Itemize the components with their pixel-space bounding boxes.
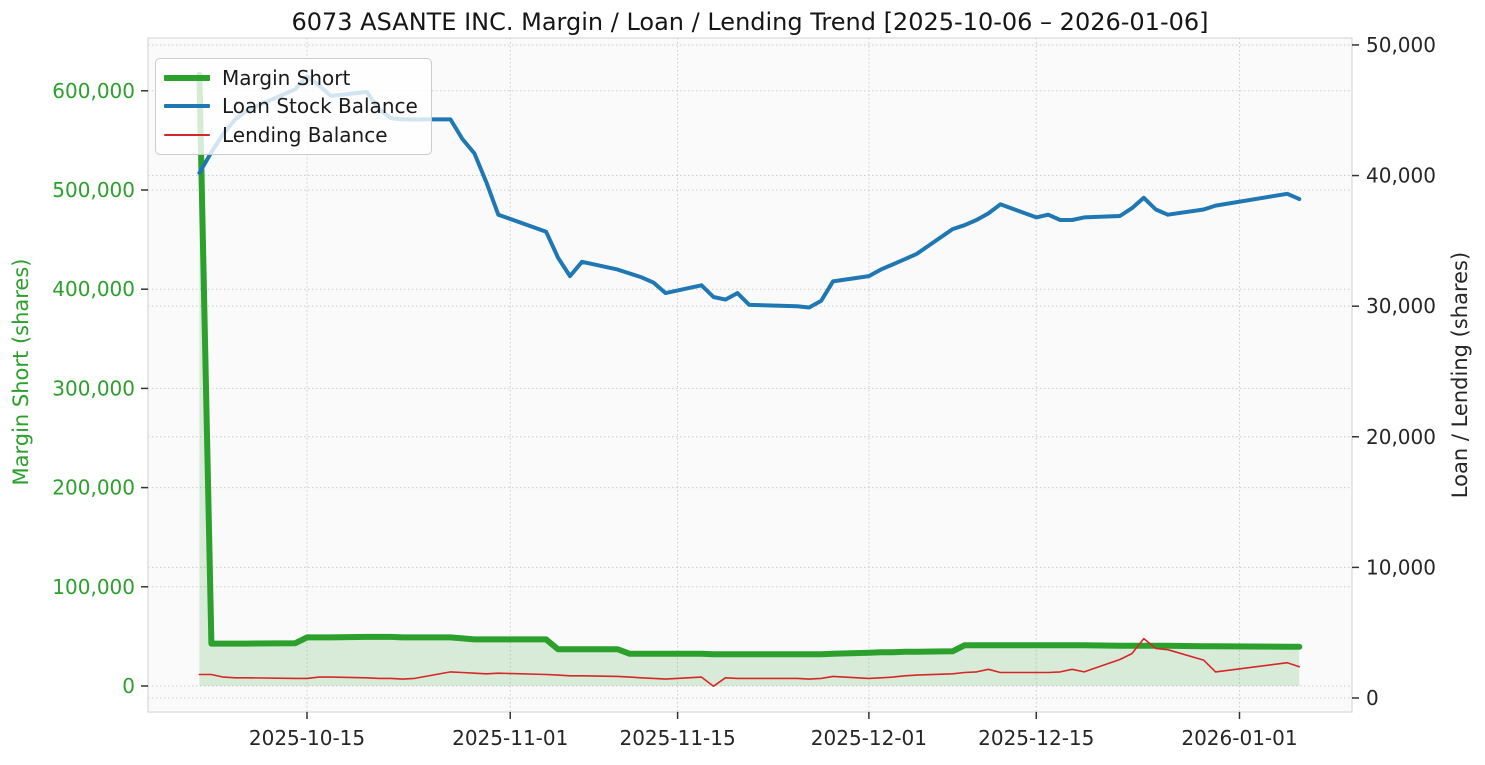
svg-text:600,000: 600,000 — [52, 79, 135, 103]
svg-text:100,000: 100,000 — [52, 575, 135, 599]
svg-text:2025-10-15: 2025-10-15 — [249, 726, 365, 750]
svg-text:500,000: 500,000 — [52, 178, 135, 202]
legend-swatch-margin-short-line — [164, 75, 210, 82]
series-line-margin-short — [196, 71, 1303, 658]
svg-text:2025-12-15: 2025-12-15 — [978, 726, 1094, 750]
tick-marks — [141, 44, 1359, 719]
legend-label-loan-stock-balance: Loan Stock Balance — [222, 94, 418, 119]
svg-text:50,000: 50,000 — [1366, 33, 1436, 57]
svg-text:2026-01-01: 2026-01-01 — [1181, 726, 1297, 750]
svg-text:40,000: 40,000 — [1366, 164, 1436, 188]
legend-swatch-loan-stock-line — [164, 104, 210, 109]
legend-item-lending-balance: Lending Balance — [164, 121, 421, 149]
y-axis-ticks-left: 0 100,000 200,000 300,000 400,000 500,000 600,… — [52, 79, 135, 698]
svg-text:0: 0 — [122, 674, 135, 698]
legend-label-margin-short: Margin Short — [222, 66, 351, 91]
x-axis-ticks: 2025-10-15 2025-11-01 2025-11-15 2025-12-01… — [249, 726, 1298, 750]
svg-text:20,000: 20,000 — [1366, 425, 1436, 449]
chart-title: 6073 ASANTE INC. Margin / Loan / Lending… — [291, 8, 1209, 36]
svg-text:2025-11-15: 2025-11-15 — [619, 726, 735, 750]
svg-text:400,000: 400,000 — [52, 277, 135, 301]
legend-item-loan-stock-balance: Loan Stock Balance — [164, 92, 421, 120]
svg-text:10,000: 10,000 — [1366, 555, 1436, 579]
series-line-lending-balance — [198, 637, 1301, 688]
svg-text:2025-11-01: 2025-11-01 — [452, 726, 568, 750]
svg-text:0: 0 — [1366, 686, 1379, 710]
y-axis-label-right: Loan / Lending (shares) — [1448, 251, 1472, 499]
svg-text:30,000: 30,000 — [1366, 294, 1436, 318]
svg-text:2025-12-01: 2025-12-01 — [811, 726, 927, 750]
plot-border — [147, 37, 1353, 713]
svg-text:200,000: 200,000 — [52, 476, 135, 500]
legend-item-margin-short: Margin Short — [164, 64, 421, 92]
y-axis-label-left: Margin Short (shares) — [9, 258, 33, 486]
legend: Margin Short Loan Stock Balance Lending … — [155, 58, 432, 155]
legend-label-lending-balance: Lending Balance — [222, 122, 388, 147]
legend-swatch-lending-line — [164, 133, 210, 136]
y-axis-ticks-right: 0 10,000 20,000 30,000 40,000 50,000 — [1366, 33, 1436, 710]
svg-text:300,000: 300,000 — [52, 376, 135, 400]
